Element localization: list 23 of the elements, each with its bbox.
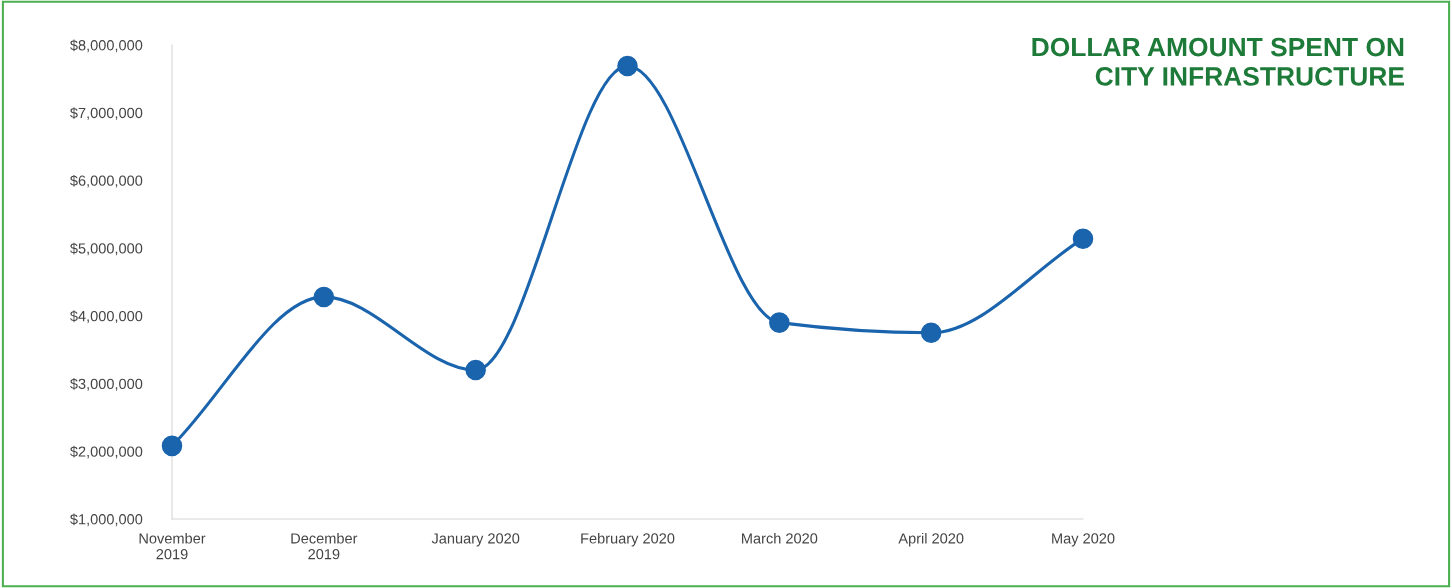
x-tick-label: December 2019 (291, 532, 358, 560)
x-tick-label: May 2020 (1052, 533, 1115, 547)
y-tick-label: $4,000,000 (70, 310, 143, 324)
y-tick-label: $6,000,000 (70, 174, 143, 188)
point (617, 55, 638, 77)
point (920, 322, 942, 344)
y-tick-label: $1,000,000 (70, 513, 143, 527)
y-tick-label: $8,000,000 (70, 39, 143, 53)
y-tick-label: $3,000,000 (70, 378, 143, 391)
point (161, 435, 183, 457)
x-tick-label: April 2020 (898, 532, 964, 547)
y-tick-label: $7,000,000 (70, 107, 143, 120)
x-tick-label: February 2020 (581, 532, 675, 547)
point (313, 286, 335, 308)
text: DOLLAR AMOUNT SPENT ON CITY INFRASTRUCTURE (1032, 37, 1404, 86)
point (1072, 228, 1094, 249)
x-tick-label: March 2020 (742, 532, 818, 544)
point (769, 312, 790, 333)
point (465, 359, 486, 381)
y-tick-label: $5,000,000 (70, 242, 143, 256)
x-tick-label: January 2020 (431, 533, 520, 547)
x-tick-label: November 2019 (139, 532, 206, 560)
y-tick-label: $2,000,000 (70, 445, 143, 459)
